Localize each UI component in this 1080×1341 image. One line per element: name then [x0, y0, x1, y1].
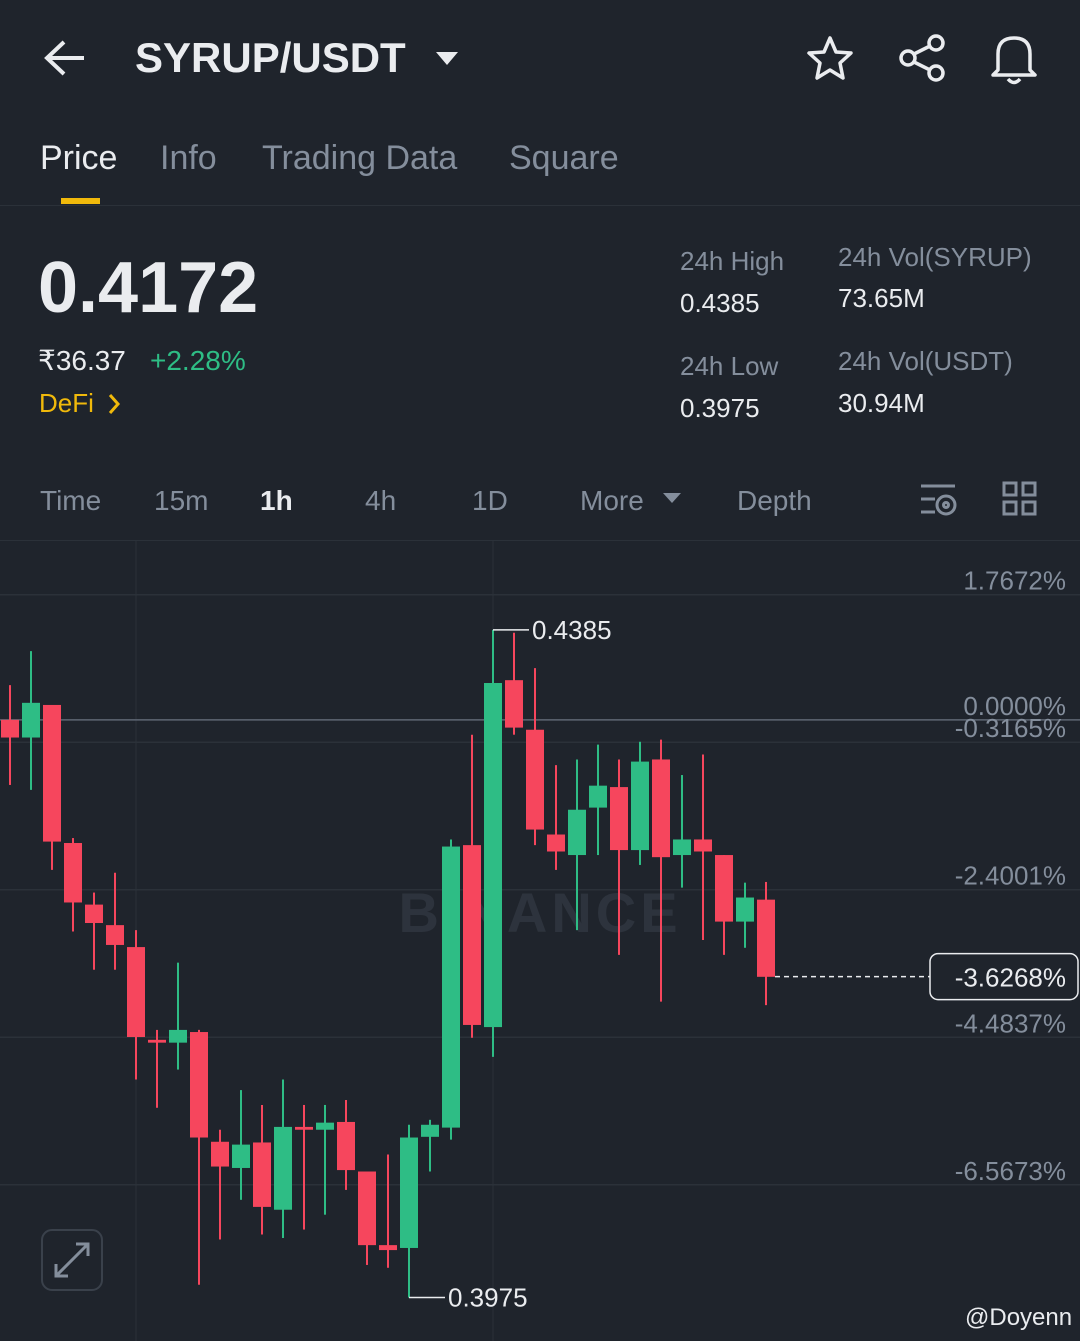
interval[interactable]: 15m — [154, 485, 208, 516]
candle-body — [673, 839, 691, 856]
candle-body — [484, 683, 502, 1028]
interval[interactable]: 1h — [260, 485, 293, 516]
candle-body — [211, 1141, 229, 1167]
candle-body — [568, 809, 586, 856]
alert-button[interactable] — [991, 36, 1037, 85]
more-caret — [663, 493, 681, 503]
stat-value: 30.94M — [838, 388, 925, 418]
favorite-button[interactable] — [807, 36, 853, 80]
candle-body — [421, 1124, 439, 1137]
candlestick-chart: BINANCE1.7672%0.0000%-0.3165%-2.4001%-4.… — [0, 566, 1080, 1313]
tab[interactable]: Price — [40, 139, 117, 177]
candle-body — [694, 839, 712, 852]
stat-label: 24h Vol(USDT) — [838, 346, 1013, 376]
stat-value: 0.3975 — [680, 393, 760, 423]
pair-caret[interactable] — [436, 52, 458, 65]
candle-body — [316, 1122, 334, 1130]
interval[interactable]: 4h — [365, 485, 396, 516]
sector-tag[interactable]: DeFi — [39, 388, 94, 418]
candle-body — [379, 1245, 397, 1251]
candle-body — [1, 719, 19, 738]
candle-body — [43, 704, 61, 842]
tab[interactable]: Trading Data — [262, 139, 457, 177]
y-tick-label: -0.3165% — [955, 713, 1066, 743]
y-tick-label: -2.4001% — [955, 861, 1066, 891]
candle-body — [22, 702, 40, 738]
candle-body — [127, 947, 145, 1037]
candle-body — [652, 759, 670, 858]
candle-body — [358, 1171, 376, 1246]
candle-body — [505, 680, 523, 728]
candle-body — [253, 1142, 271, 1207]
tab[interactable]: Square — [509, 139, 619, 177]
share-button[interactable] — [899, 34, 945, 82]
candle-body — [274, 1126, 292, 1210]
last-price-label: -3.6268% — [955, 963, 1066, 993]
top-bar: SYRUP/USDT — [44, 34, 1037, 85]
credit: @Doyenn — [965, 1304, 1072, 1331]
candle-body — [589, 785, 607, 808]
ticker: 0.4172 ₹36.37 +2.28% DeFi 24h High 0.438… — [38, 242, 1032, 423]
tabs: Price Info Trading Data Square — [40, 139, 619, 177]
interval[interactable]: Depth — [737, 485, 812, 516]
tab-indicator — [61, 198, 100, 204]
candle-body — [610, 787, 628, 851]
candle-body — [547, 834, 565, 852]
fullscreen-button[interactable] — [41, 1229, 103, 1291]
y-tick-label: 0.0000% — [963, 691, 1066, 721]
stat-label: 24h Low — [680, 351, 779, 381]
candle-body — [463, 845, 481, 1025]
high-label: 0.4385 — [532, 615, 612, 645]
candle-body — [64, 843, 82, 903]
candle-body — [295, 1126, 313, 1130]
y-tick-label: 1.7672% — [963, 566, 1066, 596]
candle-body — [169, 1029, 187, 1043]
tag-chevron — [108, 394, 121, 414]
candle-body — [400, 1137, 418, 1248]
candle-body — [757, 899, 775, 977]
candle-body — [442, 846, 460, 1128]
interval[interactable]: More — [580, 485, 644, 516]
tab[interactable]: Info — [160, 139, 217, 177]
low-label: 0.3975 — [448, 1283, 528, 1313]
interval[interactable]: Time — [40, 485, 101, 516]
change: +2.28% — [150, 345, 246, 376]
pair-title[interactable]: SYRUP/USDT — [135, 34, 406, 81]
candle-body — [526, 729, 544, 830]
last-price: 0.4172 — [38, 248, 258, 328]
chart-settings-button[interactable] — [921, 484, 957, 516]
y-tick-label: -4.4837% — [955, 1008, 1066, 1038]
back-button[interactable] — [44, 40, 84, 76]
candle-body — [736, 897, 754, 922]
stat-value: 0.4385 — [680, 288, 760, 318]
stat-label: 24h Vol(SYRUP) — [838, 242, 1032, 272]
candle-body — [106, 925, 124, 945]
y-tick-label: -6.5673% — [955, 1156, 1066, 1186]
candle-body — [148, 1039, 166, 1043]
stat-label: 24h High — [680, 246, 784, 276]
interval-bar: Time 15m 1h 4h 1D More Depth — [40, 485, 812, 516]
interval[interactable]: 1D — [472, 485, 508, 516]
candle-body — [190, 1032, 208, 1138]
fullscreen-icon — [54, 1242, 90, 1278]
candle-body — [232, 1144, 250, 1168]
candle-body — [85, 904, 103, 924]
fiat-price: ₹36.37 — [38, 345, 126, 376]
candle-body — [715, 855, 733, 922]
layout-button[interactable] — [1002, 481, 1037, 516]
stat-value: 73.65M — [838, 283, 925, 313]
candle-body — [337, 1121, 355, 1171]
last-price-tag — [929, 952, 1079, 1001]
candle-body — [631, 761, 649, 851]
